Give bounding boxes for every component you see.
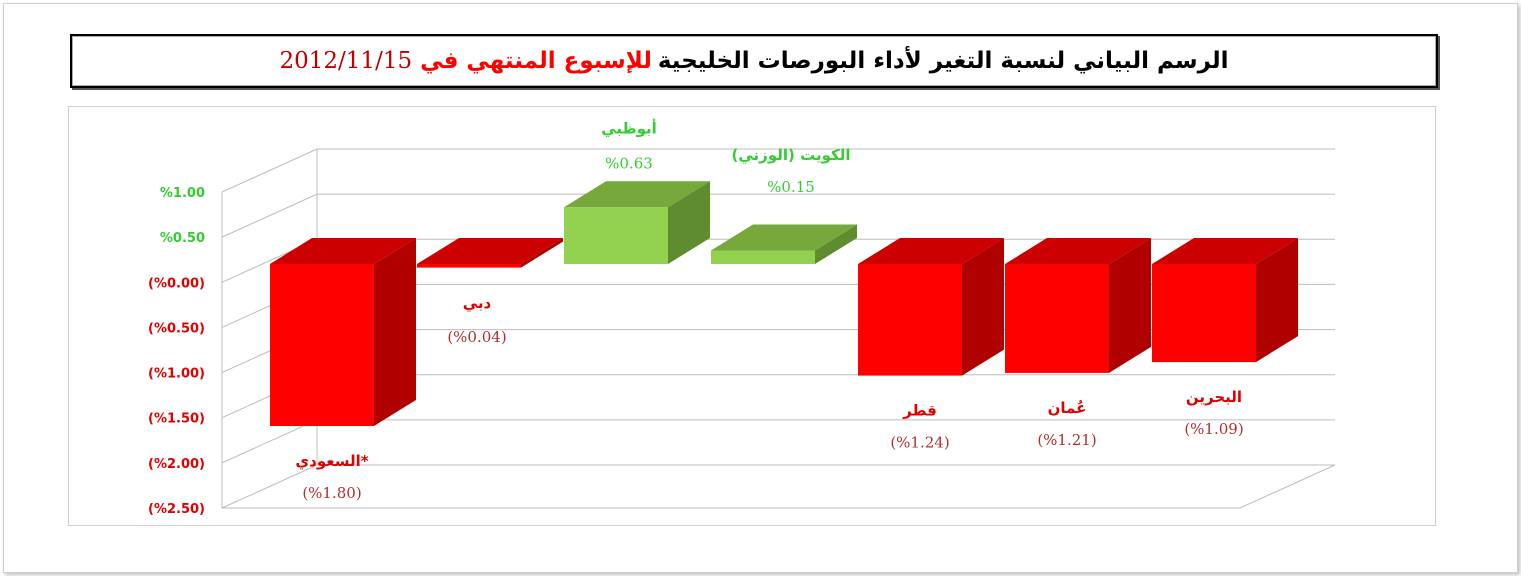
bar-side xyxy=(1109,238,1151,373)
bar-top xyxy=(270,238,416,264)
y-tick-label: (%2.50) xyxy=(148,502,205,517)
y-tick-label: (%1.50) xyxy=(148,412,205,427)
bar-front xyxy=(1152,264,1256,363)
y-tick-label: (%0.50) xyxy=(148,321,205,336)
side-grid-line xyxy=(221,419,318,464)
bar-top xyxy=(858,238,1004,264)
side-grid-line xyxy=(221,193,318,238)
bar-top xyxy=(1152,238,1298,264)
title-main: الرسم البياني لنسبة التغير لأداء البورصا… xyxy=(657,48,1229,74)
y-tick-label: (%1.00) xyxy=(148,367,205,382)
category-label: عُمان xyxy=(1048,399,1087,417)
bar-top xyxy=(564,181,710,208)
value-label: (%1.21) xyxy=(1037,431,1096,449)
bar-top xyxy=(1005,238,1151,264)
bar-front xyxy=(270,264,374,426)
bar-top xyxy=(417,238,563,264)
y-tick-label: %1.00 xyxy=(160,186,205,201)
bar-front xyxy=(1005,264,1109,373)
value-label: (%1.80) xyxy=(302,484,361,502)
floor-edge xyxy=(222,464,1336,509)
value-label: (%1.09) xyxy=(1184,420,1243,438)
bar-side xyxy=(962,238,1004,376)
bar-top xyxy=(711,224,857,251)
bar-side xyxy=(521,238,563,268)
chart-title: الرسم البياني لنسبة التغير لأداء البورصا… xyxy=(70,34,1438,88)
category-label: البحرين xyxy=(1186,388,1242,406)
category-label: أبوظبي xyxy=(601,118,657,137)
bar-side xyxy=(668,181,710,264)
value-label: %0.15 xyxy=(767,178,815,196)
category-label: السعودي* xyxy=(295,452,368,471)
y-tick-label: (%2.00) xyxy=(148,457,205,472)
bar-side xyxy=(1256,238,1298,363)
bar-side xyxy=(374,238,416,426)
value-label: %0.63 xyxy=(605,154,653,172)
bar-side xyxy=(815,224,857,264)
y-tick-label: (%0.00) xyxy=(148,276,205,291)
bar-front xyxy=(417,264,521,268)
value-label: (%0.04) xyxy=(447,328,506,346)
category-label: قطر xyxy=(902,402,937,420)
plot-area xyxy=(68,106,1436,526)
bar-front xyxy=(564,207,668,264)
y-tick-label: %0.50 xyxy=(160,231,205,246)
title-week: للإسبوع المنتهي في xyxy=(420,48,652,74)
bar-front xyxy=(858,264,962,376)
category-label: الكويت (الوزني) xyxy=(732,146,851,164)
side-grid-line xyxy=(221,148,318,193)
side-grid-line xyxy=(221,464,318,509)
title-date: 2012/11/15 xyxy=(279,48,413,74)
category-label: دبي xyxy=(463,294,492,312)
bar-front xyxy=(711,250,815,264)
value-label: (%1.24) xyxy=(890,434,949,452)
